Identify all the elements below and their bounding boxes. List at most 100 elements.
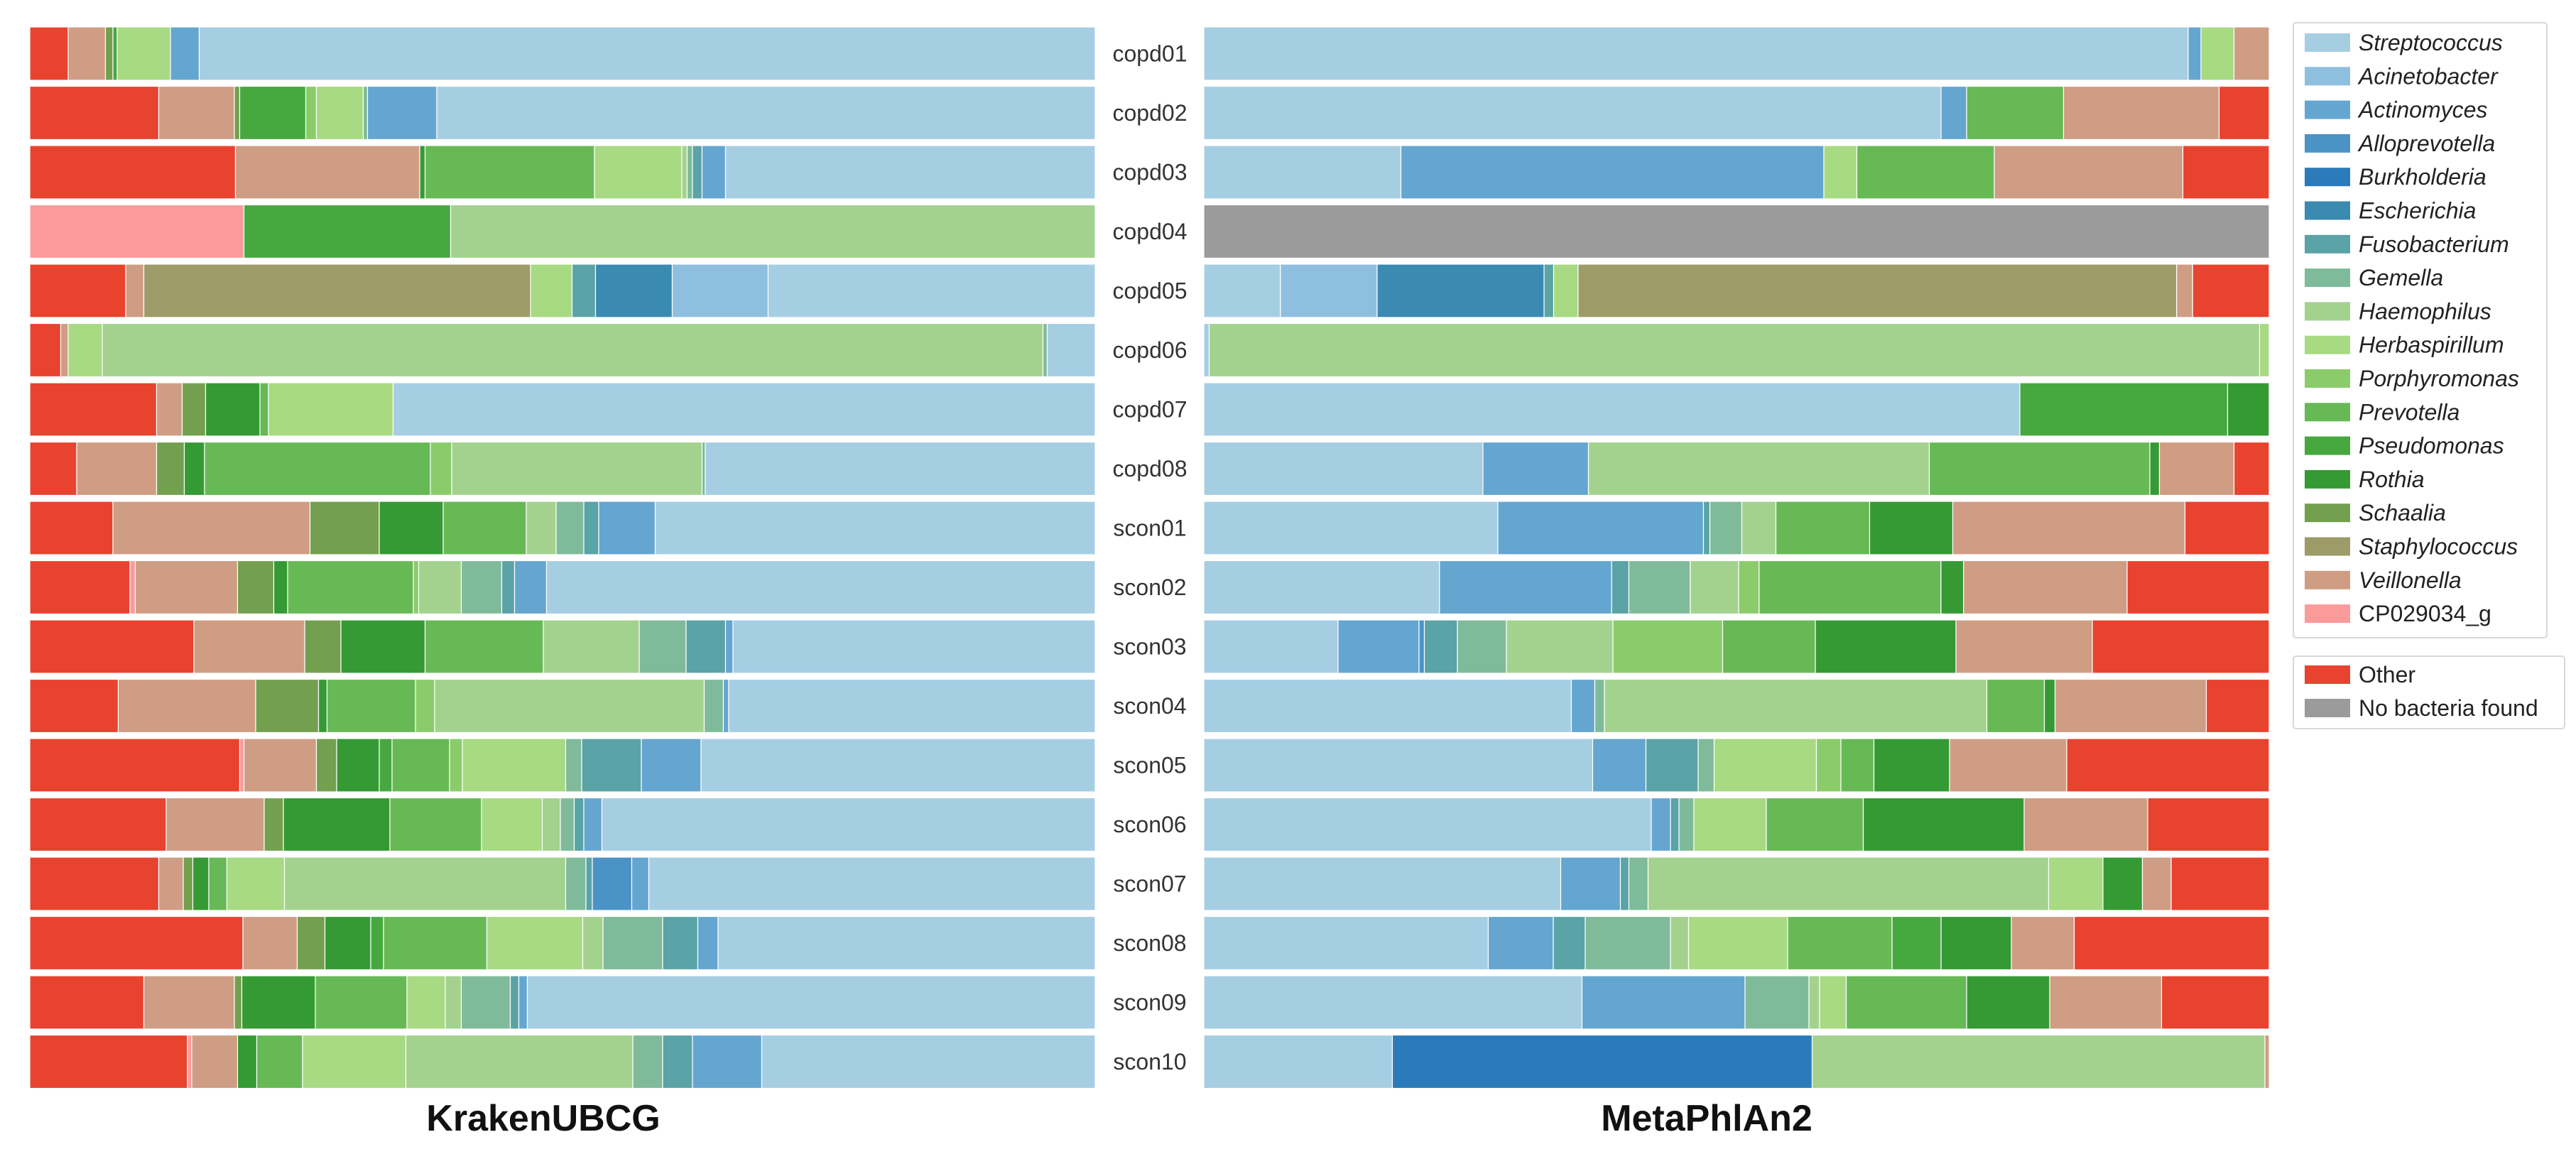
- segment-gemella: [362, 85, 369, 141]
- segment-no-bacteria-found: [1203, 204, 2270, 259]
- bar-krakenubcg-scon08: [29, 915, 1096, 971]
- segment-gemella: [602, 915, 663, 971]
- bar-metaphlan2-scon07: [1203, 856, 2270, 911]
- legend-item-rothia: Rothia: [2305, 467, 2425, 492]
- bar-metaphlan2-scon01: [1203, 501, 2270, 555]
- segment-veillonella: [60, 322, 69, 378]
- segment-other: [2073, 915, 2270, 971]
- segment-fusobacterium: [571, 263, 597, 318]
- segment-other: [2184, 501, 2270, 555]
- segment-staphylococcus: [1577, 263, 2178, 318]
- segment-porphyromonas: [430, 441, 452, 496]
- segment-other: [29, 560, 131, 615]
- segment-streptococcus: [705, 441, 1096, 496]
- legend-label: Porphyromonas: [2359, 366, 2519, 391]
- segment-streptococcus: [526, 975, 1096, 1030]
- legend-swatch: [2305, 134, 2350, 153]
- segment-herbaspirillum: [530, 263, 573, 318]
- segment-other: [29, 915, 244, 971]
- segment-gemella: [701, 441, 706, 496]
- segment-fusobacterium: [692, 145, 703, 200]
- segment-actinomyces: [1497, 501, 1705, 555]
- segment-porphyromonas: [413, 560, 420, 615]
- legend-item-alloprevotella: Alloprevotella: [2305, 131, 2495, 156]
- segment-streptococcus: [1203, 797, 1652, 852]
- segment-veillonella: [191, 1034, 239, 1089]
- segment-veillonella: [2054, 678, 2207, 734]
- segment-herbaspirillum: [268, 382, 394, 437]
- legend-label: No bacteria found: [2359, 695, 2538, 721]
- segment-streptococcus: [1203, 26, 2189, 81]
- segment-schaalia: [156, 441, 185, 496]
- sample-label-scon09: scon09: [1113, 990, 1186, 1016]
- segment-prevotella: [1722, 619, 1816, 674]
- bar-krakenubcg-copd03: [29, 145, 1096, 200]
- segment-herbaspirillum: [2259, 322, 2270, 378]
- segment-rothia: [283, 797, 391, 852]
- segment-schaalia: [304, 619, 342, 674]
- segment-streptococcus: [1203, 85, 1942, 141]
- bar-metaphlan2-copd07: [1203, 382, 2270, 437]
- segment-other: [2192, 263, 2270, 318]
- segment-haemophilus: [582, 915, 604, 971]
- segment-herbaspirillum: [594, 145, 683, 200]
- bar-krakenubcg-copd02: [29, 85, 1096, 141]
- bar-metaphlan2-copd01: [1203, 26, 2270, 81]
- segment-actinomyces: [2188, 26, 2202, 81]
- segment-gemella: [555, 501, 585, 555]
- segment-cp029034-g: [239, 738, 245, 793]
- segment-prevotella: [208, 856, 228, 911]
- legend-label: Herbaspirillum: [2359, 332, 2504, 358]
- legend-swatch: [2305, 234, 2350, 254]
- segment-other: [29, 797, 167, 852]
- segment-staphylococcus: [143, 263, 531, 318]
- legend-swatch: [2305, 604, 2350, 624]
- segment-streptococcus: [545, 560, 1096, 615]
- segment-actinomyces: [1487, 915, 1554, 971]
- segment-streptococcus: [724, 145, 1096, 200]
- segment-veillonella: [158, 856, 184, 911]
- segment-streptococcus: [601, 797, 1096, 852]
- segment-haemophilus: [1587, 441, 1930, 496]
- segment-actinomyces: [583, 797, 603, 852]
- segment-gemella: [460, 975, 511, 1030]
- legend-swatch: [2305, 335, 2350, 354]
- segment-haemophilus: [405, 1034, 634, 1089]
- segment-fusobacterium: [1553, 915, 1586, 971]
- legend-label: Staphylococcus: [2359, 534, 2518, 560]
- legend-swatch: [2305, 665, 2350, 684]
- sample-label-copd02: copd02: [1113, 100, 1188, 126]
- segment-haemophilus: [1741, 501, 1777, 555]
- segment-cp029034-g: [129, 560, 136, 615]
- segment-herbaspirillum: [486, 915, 584, 971]
- segment-haemophilus: [450, 204, 1096, 259]
- segment-prevotella: [326, 678, 416, 734]
- legend-item-fusobacterium: Fusobacterium: [2305, 232, 2509, 257]
- segment-streptococcus: [767, 263, 1096, 318]
- segment-prevotella: [424, 145, 595, 200]
- sample-label-copd05: copd05: [1113, 278, 1188, 304]
- segment-other: [2161, 975, 2270, 1030]
- segment-fusobacterium: [1611, 560, 1630, 615]
- segment-fusobacterium: [662, 1034, 693, 1089]
- segment-gemella: [560, 797, 575, 852]
- legend-label: Prevotella: [2359, 399, 2460, 425]
- legend-item-schaalia: Schaalia: [2305, 500, 2446, 526]
- segment-streptococcus: [392, 382, 1096, 437]
- segment-rothia: [1940, 560, 1964, 615]
- legend-item-herbaspirillum: Herbaspirillum: [2305, 332, 2504, 358]
- segment-rothia: [1862, 797, 2025, 852]
- segment-herbaspirillum: [406, 975, 446, 1030]
- bar-metaphlan2-scon03: [1203, 619, 2270, 674]
- legend-item-actinomyces: Actinomyces: [2305, 97, 2487, 123]
- segment-rothia: [205, 382, 261, 437]
- segment-veillonella: [242, 915, 298, 971]
- segment-burkholderia: [1391, 1034, 1813, 1089]
- legend-label: Escherichia: [2359, 198, 2476, 224]
- legend-item-pseudomonas: Pseudomonas: [2305, 433, 2504, 459]
- legend-label: Schaalia: [2359, 500, 2446, 526]
- segment-other: [2233, 441, 2270, 496]
- legend-swatch: [2305, 369, 2350, 388]
- bar-metaphlan2-scon02: [1203, 560, 2270, 615]
- segment-fusobacterium: [685, 619, 727, 674]
